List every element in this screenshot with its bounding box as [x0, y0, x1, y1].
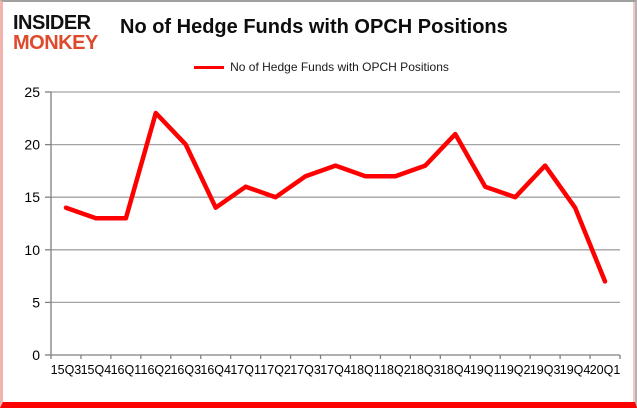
- y-tick-label: 10: [24, 242, 40, 258]
- x-tick-label: 15Q4: [81, 363, 112, 377]
- x-tick-label: 16Q3: [170, 363, 201, 377]
- y-tick-label: 0: [32, 347, 40, 363]
- x-tick-label: 19Q4: [560, 363, 591, 377]
- x-tick-label: 18Q1: [350, 363, 381, 377]
- legend-label: No of Hedge Funds with OPCH Positions: [230, 60, 449, 74]
- x-tick-label: 17Q1: [230, 363, 261, 377]
- y-tick-label: 15: [24, 189, 40, 205]
- series-line: [63, 110, 608, 284]
- chart-title: No of Hedge Funds with OPCH Positions: [120, 16, 508, 38]
- x-tick-label: 20Q1: [590, 363, 621, 377]
- y-tick-label: 20: [24, 137, 40, 153]
- logo-word-monkey: MONKEY: [13, 32, 98, 54]
- x-tick-label: 16Q1: [111, 363, 142, 377]
- x-tick-label: 15Q3: [51, 363, 82, 377]
- x-tick-label: 16Q2: [141, 363, 172, 377]
- y-tick-label: 25: [24, 84, 40, 100]
- x-tick-label: 18Q4: [440, 363, 471, 377]
- legend: No of Hedge Funds with OPCH Positions: [3, 60, 635, 74]
- y-tick-label: 5: [32, 294, 40, 310]
- x-tick-label: 16Q4: [200, 363, 231, 377]
- x-tick-label: 19Q2: [500, 363, 531, 377]
- x-tick-label: 17Q2: [260, 363, 291, 377]
- x-tick-label: 17Q4: [320, 363, 351, 377]
- x-tick-label: 19Q1: [470, 363, 501, 377]
- legend-line-swatch: [194, 65, 225, 69]
- logo-word-insider: INSIDER: [13, 12, 91, 34]
- x-tick-label: 19Q3: [530, 363, 561, 377]
- insider-monkey-logo: INSIDER MONKEY: [13, 13, 98, 53]
- x-tick-label: 18Q3: [410, 363, 441, 377]
- x-tick-label: 18Q2: [380, 363, 411, 377]
- x-tick-label: 17Q3: [290, 363, 321, 377]
